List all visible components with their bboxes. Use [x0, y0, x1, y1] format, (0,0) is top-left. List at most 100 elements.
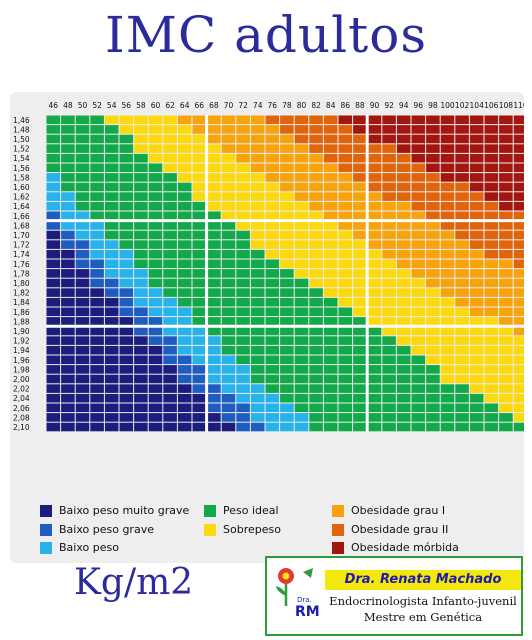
heatmap-cell — [265, 269, 280, 278]
heatmap-cell — [46, 336, 61, 345]
heatmap-cell — [484, 163, 499, 173]
doctor-name: Dra. Renata Machado — [325, 570, 521, 590]
heatmap-cell — [280, 201, 294, 211]
heatmap-cell — [75, 307, 90, 317]
heatmap-cell — [61, 317, 75, 326]
heatmap-cell — [177, 317, 192, 326]
heatmap-cell — [338, 297, 353, 307]
heatmap-cell — [309, 192, 323, 201]
heatmap-cell — [513, 125, 524, 134]
heatmap-cell — [426, 317, 440, 326]
heatmap-cell — [353, 413, 367, 422]
heatmap-cell — [265, 422, 280, 432]
heatmap-cell — [396, 307, 411, 317]
heatmap-cell — [265, 115, 280, 125]
heatmap-cell — [265, 413, 280, 422]
heatmap-cell — [338, 221, 353, 230]
heatmap-cell — [411, 307, 426, 317]
heatmap-cell — [75, 211, 90, 221]
heatmap-cell — [280, 211, 294, 221]
heatmap-cell — [177, 221, 192, 230]
heatmap-cell — [280, 153, 294, 163]
legend-swatch — [40, 541, 52, 554]
heatmap-cell — [163, 173, 177, 182]
y-tick-label: 1,72 — [13, 241, 30, 250]
heatmap-cell — [382, 403, 396, 413]
heatmap-cell — [396, 182, 411, 192]
heatmap-cell — [499, 413, 513, 422]
heatmap-cell — [411, 288, 426, 297]
heatmap-cell — [236, 374, 250, 384]
heatmap-cell — [207, 374, 221, 384]
heatmap-cell — [294, 317, 309, 326]
heatmap-cell — [236, 355, 250, 365]
heatmap-cell — [221, 230, 236, 240]
heatmap-cell — [177, 326, 192, 336]
heatmap-cell — [280, 307, 294, 317]
heatmap-cell — [134, 144, 148, 153]
heatmap-cell — [90, 422, 104, 432]
heatmap-cell — [469, 355, 484, 365]
heatmap-cell — [61, 365, 75, 374]
heatmap-cell — [338, 230, 353, 240]
heatmap-cell — [221, 153, 236, 163]
legend-label: Obesidade grau I — [351, 504, 446, 517]
heatmap-cell — [177, 374, 192, 384]
heatmap-cell — [455, 182, 469, 192]
heatmap-cell — [367, 365, 382, 374]
heatmap-cell — [499, 345, 513, 355]
heatmap-cell — [338, 374, 353, 384]
heatmap-cell — [323, 173, 338, 182]
legend-swatch — [332, 523, 344, 536]
heatmap-cell — [513, 278, 524, 288]
heatmap-cell — [469, 365, 484, 374]
heatmap-cell — [119, 393, 134, 403]
heatmap-cell — [484, 211, 499, 221]
heatmap-cell — [221, 192, 236, 201]
heatmap-cell — [411, 230, 426, 240]
heatmap-cell — [294, 221, 309, 230]
heatmap-cell — [440, 201, 455, 211]
heatmap-cell — [338, 288, 353, 297]
heatmap-cell — [294, 153, 309, 163]
heatmap-cell — [499, 125, 513, 134]
heatmap-cell — [499, 134, 513, 144]
heatmap-cell — [61, 221, 75, 230]
heatmap-cell — [104, 134, 119, 144]
heatmap-cell — [75, 317, 90, 326]
heatmap-cell — [440, 384, 455, 393]
heatmap-cell — [499, 153, 513, 163]
heatmap-cell — [323, 326, 338, 336]
heatmap-cell — [163, 317, 177, 326]
heatmap-cell — [192, 384, 207, 393]
heatmap-cell — [148, 297, 163, 307]
heatmap-cell — [163, 153, 177, 163]
heatmap-cell — [338, 163, 353, 173]
heatmap-cell — [323, 269, 338, 278]
heatmap-cell — [207, 201, 221, 211]
heatmap-cell — [323, 336, 338, 345]
heatmap-cell — [323, 278, 338, 288]
heatmap-cell — [119, 221, 134, 230]
heatmap-cell — [499, 278, 513, 288]
heatmap-cell — [75, 125, 90, 134]
heatmap-cell — [163, 355, 177, 365]
heatmap-cell — [90, 230, 104, 240]
x-tick-label: 62 — [165, 101, 175, 110]
heatmap-cell — [367, 201, 382, 211]
heatmap-cell — [294, 134, 309, 144]
heatmap-cell — [61, 422, 75, 432]
heatmap-cell — [382, 422, 396, 432]
heatmap-cell — [411, 336, 426, 345]
heatmap-cell — [46, 153, 61, 163]
heatmap-cell — [46, 393, 61, 403]
heatmap-cell — [221, 297, 236, 307]
heatmap-cell — [484, 125, 499, 134]
heatmap-cell — [46, 211, 61, 221]
heatmap-cell — [280, 240, 294, 249]
heatmap-cell — [294, 345, 309, 355]
heatmap-cell — [119, 345, 134, 355]
heatmap-cell — [455, 125, 469, 134]
heatmap-cell — [134, 345, 148, 355]
heatmap-cell — [221, 125, 236, 134]
